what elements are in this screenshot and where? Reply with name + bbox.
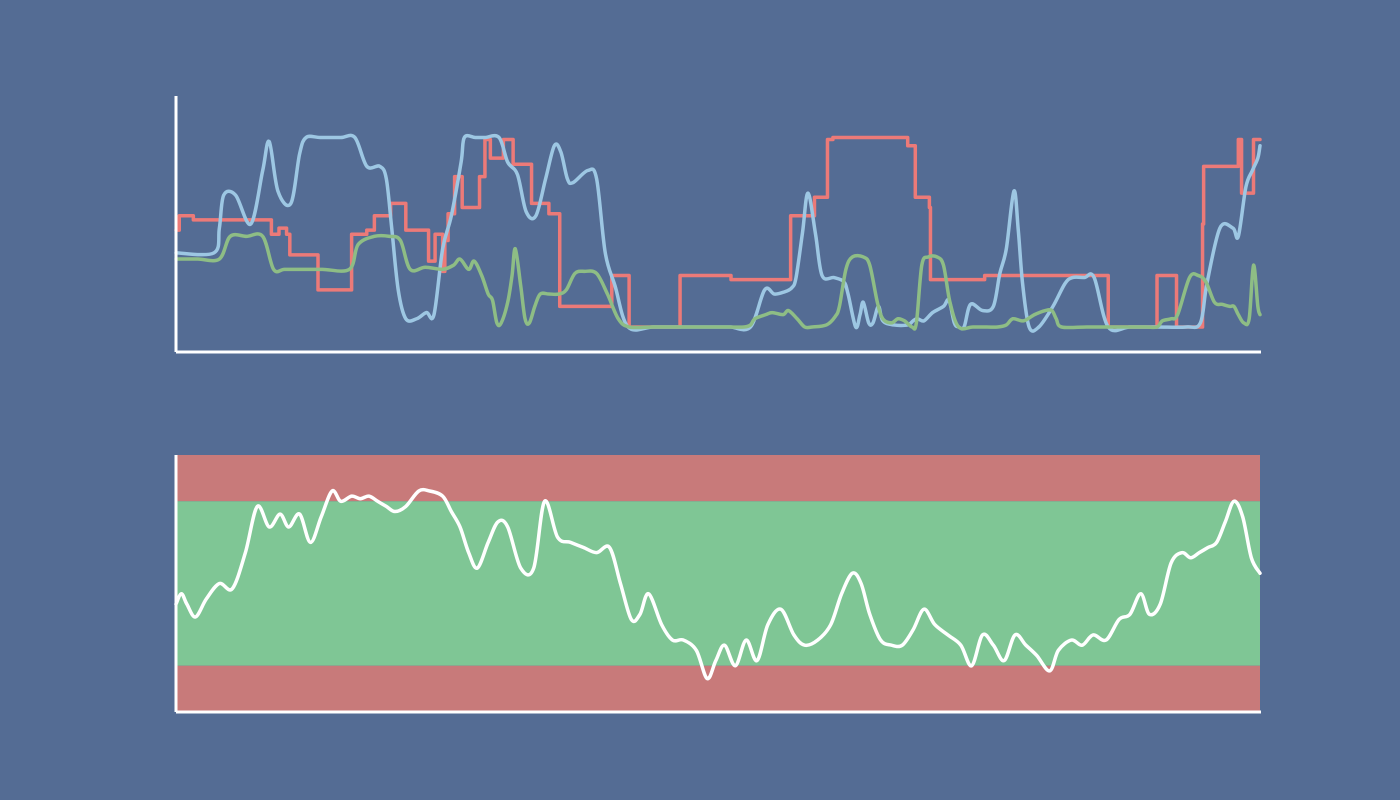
series-line-blue xyxy=(174,133,1262,333)
series-line-white xyxy=(174,487,1262,681)
band-alert-0 xyxy=(176,455,1260,502)
band-alert-2 xyxy=(176,665,1260,712)
line-chart-top xyxy=(174,96,1262,354)
series-line-red xyxy=(174,135,1262,329)
band-chart-bottom xyxy=(174,455,1262,714)
series-line-green xyxy=(174,232,1262,331)
band-normal-1 xyxy=(176,501,1260,666)
